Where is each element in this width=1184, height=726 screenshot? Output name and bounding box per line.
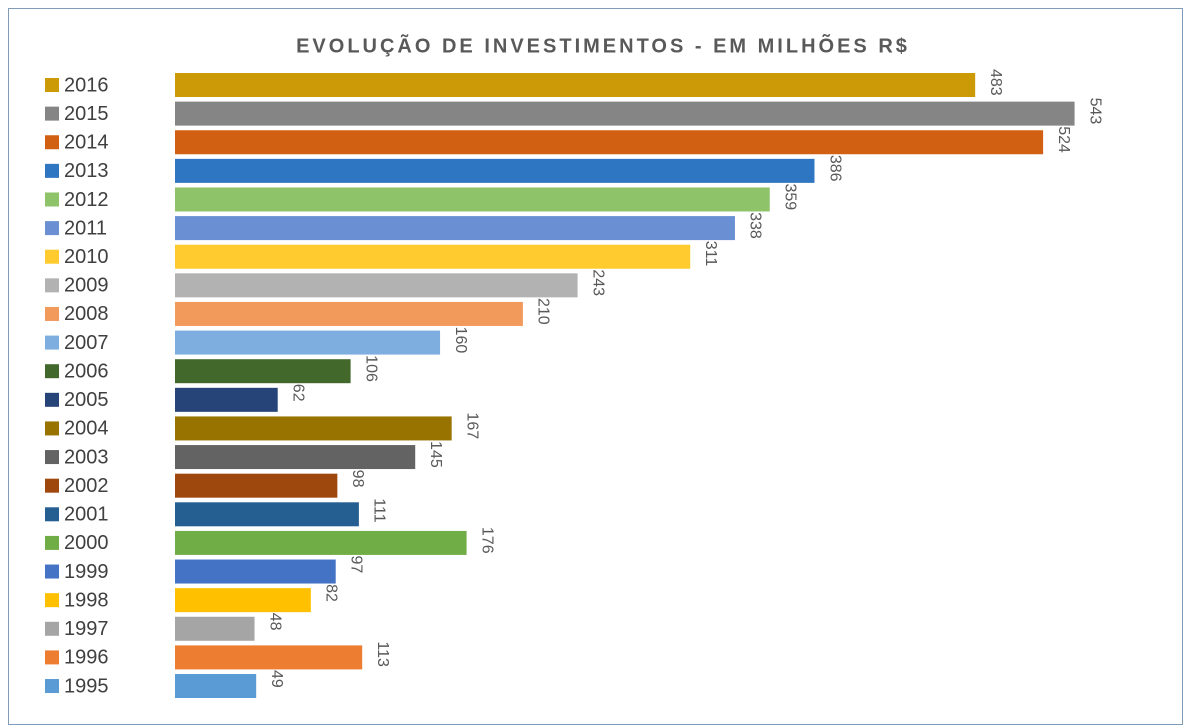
bar — [175, 445, 416, 470]
legend-text: 1997 — [64, 618, 109, 640]
legend-text: 1998 — [64, 589, 109, 611]
bar — [175, 473, 338, 498]
value-label: 113 — [374, 641, 391, 667]
bar — [175, 130, 1044, 155]
legend-text: 2003 — [64, 446, 109, 468]
value-label: 176 — [478, 527, 495, 554]
legend-swatch — [45, 192, 59, 207]
legend-swatch — [45, 163, 59, 178]
legend-swatch — [45, 364, 59, 379]
legend-text: 2015 — [64, 103, 109, 125]
legend-swatch — [45, 679, 59, 694]
value-label: 82 — [323, 584, 340, 602]
value-label: 543 — [1086, 98, 1103, 125]
legend-swatch — [45, 335, 59, 350]
legend-swatch — [45, 221, 59, 236]
legend-text: 2002 — [64, 475, 109, 497]
value-label: 483 — [987, 69, 1004, 96]
bar — [175, 244, 691, 269]
value-label: 98 — [349, 470, 366, 488]
legend-text: 2010 — [64, 246, 109, 268]
bar — [175, 187, 770, 212]
bar — [175, 101, 1075, 126]
value-label: 524 — [1055, 126, 1072, 153]
value-label: 311 — [702, 241, 719, 267]
legend-swatch — [45, 621, 59, 636]
bar — [175, 645, 363, 670]
legend-text: 2009 — [64, 275, 109, 297]
bar — [175, 301, 523, 326]
bar — [175, 216, 735, 241]
legend-swatch — [45, 421, 59, 436]
bar — [175, 273, 578, 298]
bar — [175, 387, 278, 412]
bar — [175, 616, 255, 641]
bar — [175, 359, 351, 384]
legend-swatch — [45, 535, 59, 550]
legend-swatch — [45, 106, 59, 121]
value-label: 48 — [266, 613, 283, 631]
legend-swatch — [45, 478, 59, 493]
chart-title: EVOLUÇÃO DE INVESTIMENTOS - EM MILHÕES R… — [296, 33, 910, 57]
value-label: 359 — [782, 183, 799, 210]
bar — [175, 416, 452, 441]
value-label: 62 — [289, 384, 306, 402]
legend-swatch — [45, 650, 59, 665]
value-label: 49 — [268, 670, 285, 688]
value-label: 160 — [452, 327, 469, 354]
legend-text: 2000 — [64, 532, 109, 554]
value-label: 386 — [826, 155, 843, 182]
bar — [175, 559, 336, 584]
legend-swatch — [45, 392, 59, 407]
bar — [175, 674, 257, 699]
value-label: 145 — [427, 441, 444, 468]
legend-text: 1995 — [64, 675, 109, 697]
value-label: 210 — [535, 298, 552, 325]
legend-text: 2011 — [64, 217, 107, 239]
legend-text: 2001 — [64, 504, 109, 526]
legend-swatch — [45, 278, 59, 293]
bar — [175, 158, 815, 183]
legend-text: 2006 — [64, 360, 109, 382]
value-label: 338 — [747, 212, 764, 239]
legend-text: 1996 — [64, 647, 109, 669]
bar — [175, 73, 976, 97]
value-label: 106 — [362, 355, 379, 382]
legend-swatch — [45, 507, 59, 522]
legend-swatch — [45, 249, 59, 264]
legend-text: 2014 — [64, 132, 109, 154]
legend-text: 2007 — [64, 332, 109, 354]
value-label: 97 — [347, 556, 364, 574]
legend-text: 2008 — [64, 303, 109, 325]
value-label: 111 — [371, 498, 388, 522]
legend-swatch — [45, 564, 59, 579]
legend-swatch — [45, 78, 59, 92]
legend-text: 2012 — [64, 189, 109, 211]
legend-swatch — [45, 306, 59, 321]
bar — [175, 502, 359, 527]
legend-swatch — [45, 135, 59, 150]
legend-swatch — [45, 593, 59, 608]
legend-text: 2013 — [64, 160, 109, 182]
value-label: 167 — [463, 412, 480, 439]
legend-text: 1999 — [64, 561, 109, 583]
bar — [175, 588, 311, 613]
legend-swatch — [45, 450, 59, 465]
legend-text: 2016 — [64, 74, 109, 96]
legend-text: 2005 — [64, 389, 109, 411]
value-label: 243 — [589, 269, 606, 296]
bar — [175, 330, 441, 355]
legend-text: 2004 — [64, 418, 109, 440]
bar — [175, 530, 467, 555]
